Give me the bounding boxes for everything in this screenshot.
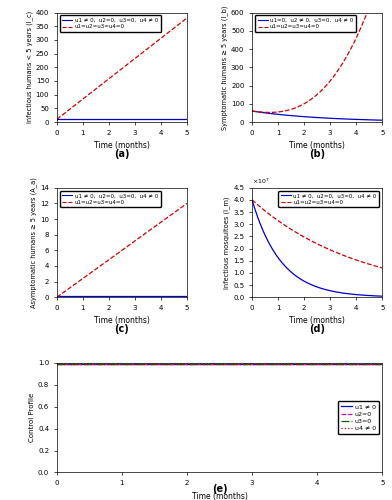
Y-axis label: Control Profile: Control Profile bbox=[29, 393, 35, 442]
Y-axis label: Asymptomatic humans ≥ 5 years (A_a): Asymptomatic humans ≥ 5 years (A_a) bbox=[31, 177, 37, 308]
Text: $\times10^7$: $\times10^7$ bbox=[252, 176, 270, 186]
Legend: u1 ≠ 0,  u2=0,  u3=0,  u4 ≠ 0, u1=u2=u3=u4=0: u1 ≠ 0, u2=0, u3=0, u4 ≠ 0, u1=u2=u3=u4=… bbox=[60, 190, 161, 208]
Text: (d): (d) bbox=[309, 324, 325, 334]
Text: (a): (a) bbox=[114, 149, 130, 159]
X-axis label: Time (months): Time (months) bbox=[289, 141, 345, 150]
Legend: u1=0,  u2 ≠ 0,  u3=0,  u4 ≠ 0, u1=u2=u3=u4=0: u1=0, u2 ≠ 0, u3=0, u4 ≠ 0, u1=u2=u3=u4=… bbox=[255, 16, 356, 32]
X-axis label: Time (months): Time (months) bbox=[289, 316, 345, 326]
X-axis label: Time (months): Time (months) bbox=[192, 492, 247, 500]
Y-axis label: Infectious mosquitoes (I_m): Infectious mosquitoes (I_m) bbox=[224, 196, 230, 288]
Text: (e): (e) bbox=[212, 484, 227, 494]
Legend: u1 ≠ 0, u2=0, u3=0, u4 ≠ 0: u1 ≠ 0, u2=0, u3=0, u4 ≠ 0 bbox=[338, 401, 379, 434]
X-axis label: Time (months): Time (months) bbox=[94, 141, 150, 150]
Legend: u1 ≠ 0,  u2=0,  u3=0,  u4 ≠ 0, u1=u2=u3=u4=0: u1 ≠ 0, u2=0, u3=0, u4 ≠ 0, u1=u2=u3=u4=… bbox=[278, 190, 379, 208]
Text: (c): (c) bbox=[114, 324, 129, 334]
X-axis label: Time (months): Time (months) bbox=[94, 316, 150, 326]
Legend: u1 ≠ 0,  u2=0,  u3=0,  u4 ≠ 0, u1=u2=u3=u4=0: u1 ≠ 0, u2=0, u3=0, u4 ≠ 0, u1=u2=u3=u4=… bbox=[60, 16, 161, 32]
Y-axis label: Infectious humans < 5 years (I_c): Infectious humans < 5 years (I_c) bbox=[26, 11, 33, 124]
Text: (b): (b) bbox=[309, 149, 325, 159]
Y-axis label: Symptomatic humans ≥ 5 years (I_b): Symptomatic humans ≥ 5 years (I_b) bbox=[221, 5, 228, 130]
